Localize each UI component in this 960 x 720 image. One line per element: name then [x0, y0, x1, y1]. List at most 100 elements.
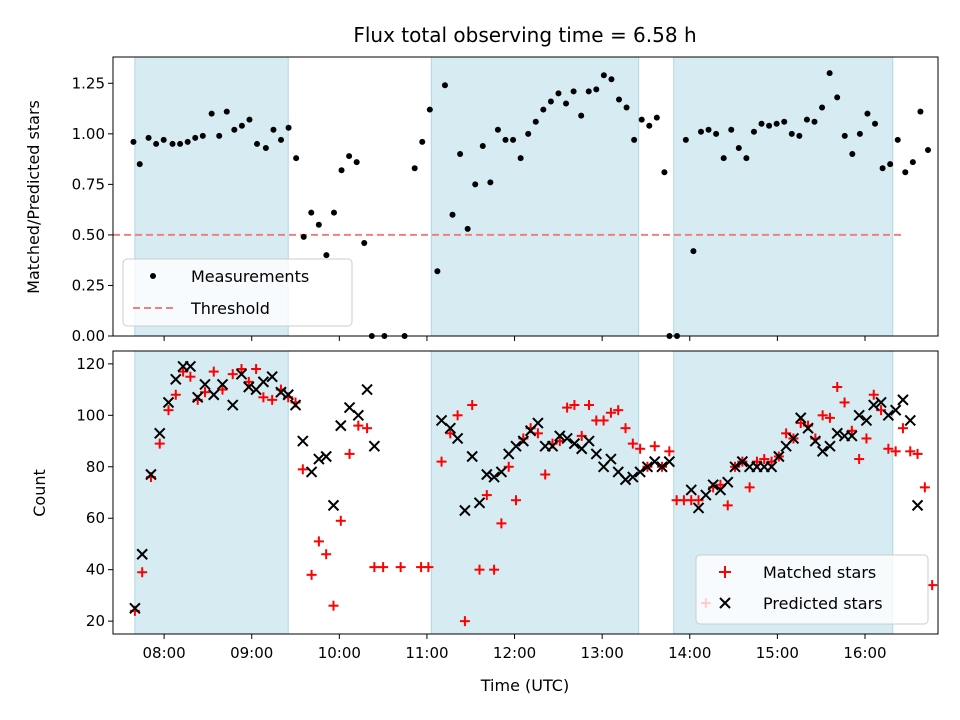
measurement-point — [631, 136, 638, 143]
matched-star-point — [163, 405, 174, 416]
matched-star-point — [627, 438, 638, 449]
matched-star-point — [328, 600, 339, 611]
matched-star-point — [258, 392, 269, 403]
measurement-point — [231, 126, 238, 133]
top-y-tick-label: 0.00 — [72, 327, 105, 345]
predicted-star-point — [473, 497, 486, 509]
predicted-star-point — [170, 373, 182, 386]
predicted-star-point — [722, 476, 734, 488]
matched-star-point — [905, 446, 916, 457]
top-legend-box — [122, 258, 353, 327]
bottom-y-tick-label: 120 — [76, 355, 105, 373]
predicted-star-point — [831, 427, 843, 440]
measurement-point — [555, 90, 562, 97]
measurement-point — [894, 136, 901, 143]
measurement-point — [300, 233, 307, 240]
measurement-point — [917, 108, 924, 115]
matched-star-point — [474, 564, 485, 575]
bottom-shaded-interval-1 — [430, 350, 640, 635]
measurement-point — [705, 126, 712, 133]
predicted-star-point — [860, 414, 873, 427]
measurement-point — [796, 132, 803, 139]
predicted-star-point — [824, 440, 836, 452]
measurement-point — [130, 138, 137, 145]
matched-star-point — [467, 400, 478, 411]
legend-marker-predicted-stars — [719, 597, 731, 609]
predicted-star-point — [191, 391, 204, 404]
measurement-point — [434, 268, 441, 275]
top-y-tick-label: 1.00 — [72, 125, 105, 143]
bottom-y-tick-label: 60 — [86, 509, 105, 527]
measurement-point — [547, 98, 554, 105]
matched-star-point — [423, 562, 434, 573]
matched-star-point — [344, 448, 355, 459]
measurement-point — [540, 106, 547, 113]
predicted-star-point — [583, 435, 595, 447]
measurement-point — [593, 86, 600, 93]
predicted-star-point — [685, 484, 697, 496]
measurement-point — [856, 130, 863, 137]
measurement-point — [270, 126, 277, 133]
top-y-ticks: 0.00 0.25 0.50 0.75 1.00 1.25 — [72, 74, 113, 345]
measurement-point — [464, 225, 471, 232]
matched-star-point — [436, 456, 447, 467]
measurement-point — [608, 76, 615, 83]
measurement-point — [411, 165, 418, 172]
measurement-point — [638, 116, 645, 123]
measurement-point — [743, 155, 750, 162]
x-tick-label: 08:00 — [142, 644, 185, 662]
predicted-star-point — [305, 466, 318, 478]
measurement-point — [819, 104, 826, 111]
predicted-star-point — [882, 409, 895, 422]
predicted-star-point — [510, 440, 522, 452]
x-tick-label: 09:00 — [230, 644, 273, 662]
measurement-point — [532, 118, 539, 125]
matched-star-point — [927, 580, 938, 591]
measurement-point — [502, 136, 509, 143]
predicted-star-point — [904, 414, 916, 427]
predicted-star-point — [451, 432, 464, 445]
measurement-point — [208, 110, 215, 117]
predicted-star-point — [532, 417, 544, 429]
matched-star-point — [306, 569, 317, 580]
predicted-star-point — [802, 422, 814, 434]
predicted-star-point — [911, 499, 924, 512]
measurement-point — [216, 132, 223, 139]
matched-star-point — [251, 364, 262, 375]
predicted-star-point — [641, 461, 654, 473]
measurement-point — [872, 120, 879, 127]
x-tick-label: 15:00 — [756, 644, 799, 662]
top-y-tick-label: 0.25 — [72, 276, 105, 294]
x-tick-label: 14:00 — [668, 644, 711, 662]
measurement-point — [849, 151, 856, 158]
measurement-point — [925, 147, 931, 153]
predicted-star-point — [335, 419, 347, 432]
matched-star-point — [912, 448, 923, 459]
top-y-tick-label: 0.75 — [72, 175, 105, 193]
matched-star-point — [868, 389, 879, 400]
legend-label-matched-stars: Matched stars — [763, 563, 876, 582]
measurement-point — [879, 165, 886, 172]
matched-star-point — [227, 369, 238, 380]
measurement-point — [646, 122, 653, 129]
measurement-point — [661, 169, 668, 176]
top-legend: Measurements Threshold — [122, 258, 353, 327]
matched-star-point — [890, 446, 901, 457]
predicted-star-point — [590, 448, 603, 460]
predicted-star-point — [561, 432, 573, 445]
matched-star-point — [540, 469, 551, 480]
measurement-point — [720, 155, 727, 162]
measurement-point — [909, 159, 916, 166]
measurement-point — [192, 134, 199, 141]
matched-star-point — [817, 410, 828, 421]
measurement-point — [449, 211, 456, 218]
measurement-point — [728, 126, 735, 133]
predicted-star-point — [208, 389, 220, 401]
predicted-star-point — [266, 371, 278, 383]
measurement-point — [864, 110, 871, 117]
measurement-point — [697, 128, 704, 135]
predicted-star-point — [243, 381, 255, 393]
measurement-point — [902, 169, 909, 176]
predicted-star-point — [184, 360, 197, 373]
matched-star-point — [744, 482, 755, 493]
